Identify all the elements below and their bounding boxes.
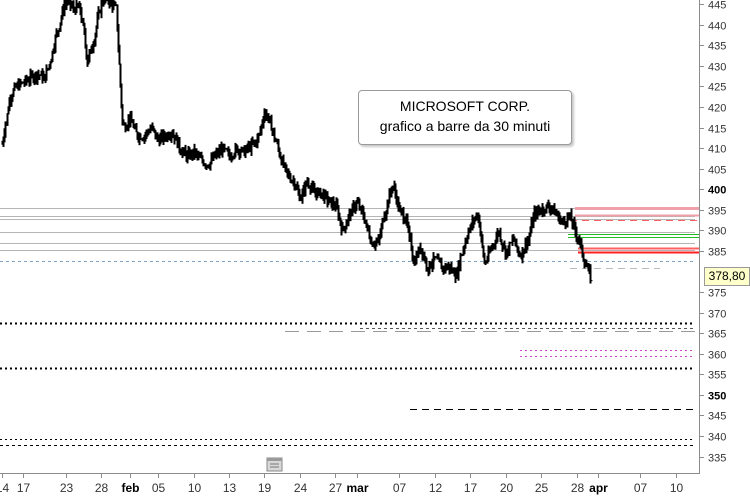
x-tick-label: 17 (464, 481, 478, 495)
x-tick-label: 12 (429, 481, 443, 495)
y-tick-label: 385 (708, 247, 726, 259)
x-tick-label: 10 (670, 481, 684, 495)
y-tick-label: 390 (708, 226, 726, 238)
x-tick-label: 14 (0, 481, 9, 495)
y-tick-label: 400 (708, 185, 726, 197)
chart-title-box: MICROSOFT CORP. grafico a barre da 30 mi… (358, 90, 572, 145)
x-tick-label: 23 (60, 481, 74, 495)
level-lines (0, 207, 700, 446)
x-tick-label: 07 (393, 481, 407, 495)
y-tick-label: 430 (708, 62, 726, 74)
y-tick-label: 395 (708, 206, 726, 218)
y-tick-label: 350 (708, 391, 726, 403)
x-tick-label: 10 (188, 481, 202, 495)
x-tick-label: mar (346, 481, 368, 495)
y-tick-label: 445 (708, 0, 726, 12)
y-tick-label: 370 (708, 309, 726, 321)
y-tick-label: 375 (708, 288, 726, 300)
x-tick-label: 28 (571, 481, 585, 495)
y-tick-label: 435 (708, 41, 726, 53)
price-bars (1, 0, 593, 284)
x-tick-label: 05 (152, 481, 166, 495)
y-tick-label: 420 (708, 103, 726, 115)
y-tick-label: 355 (708, 370, 726, 382)
y-tick-label: 340 (708, 432, 726, 444)
chart-title: MICROSOFT CORP. (399, 98, 531, 114)
y-tick-label: 405 (708, 165, 726, 177)
x-tick-label: 24 (294, 481, 308, 495)
y-tick-label: 425 (708, 82, 726, 94)
y-tick-label: 345 (708, 411, 726, 423)
chart-subtitle: grafico a barre da 30 minuti (379, 118, 551, 134)
y-tick-label: 360 (708, 350, 726, 362)
y-tick-label: 335 (708, 453, 726, 465)
last-price-label: 378,80 (704, 267, 750, 286)
calendar-icon[interactable] (266, 457, 283, 472)
y-tick-label: 440 (708, 21, 726, 33)
x-tick-label: apr (589, 481, 608, 495)
x-tick-label: feb (122, 481, 140, 495)
y-tick-label: 410 (708, 144, 726, 156)
x-tick-label: 07 (634, 481, 648, 495)
x-tick-label: 19 (258, 481, 272, 495)
y-axis: 445 440 435 430 425 420 415 410 405 400 395 390 385 3… (699, 0, 726, 465)
y-tick-label: 415 (708, 124, 726, 136)
x-tick-label: 27 (329, 481, 343, 495)
y-tick-label: 365 (708, 329, 726, 341)
x-tick-label: 13 (223, 481, 237, 495)
x-tick-label: 28 (95, 481, 109, 495)
x-tick-label: 17 (17, 481, 31, 495)
x-tick-label: 20 (500, 481, 514, 495)
x-tick-label: 25 (535, 481, 549, 495)
